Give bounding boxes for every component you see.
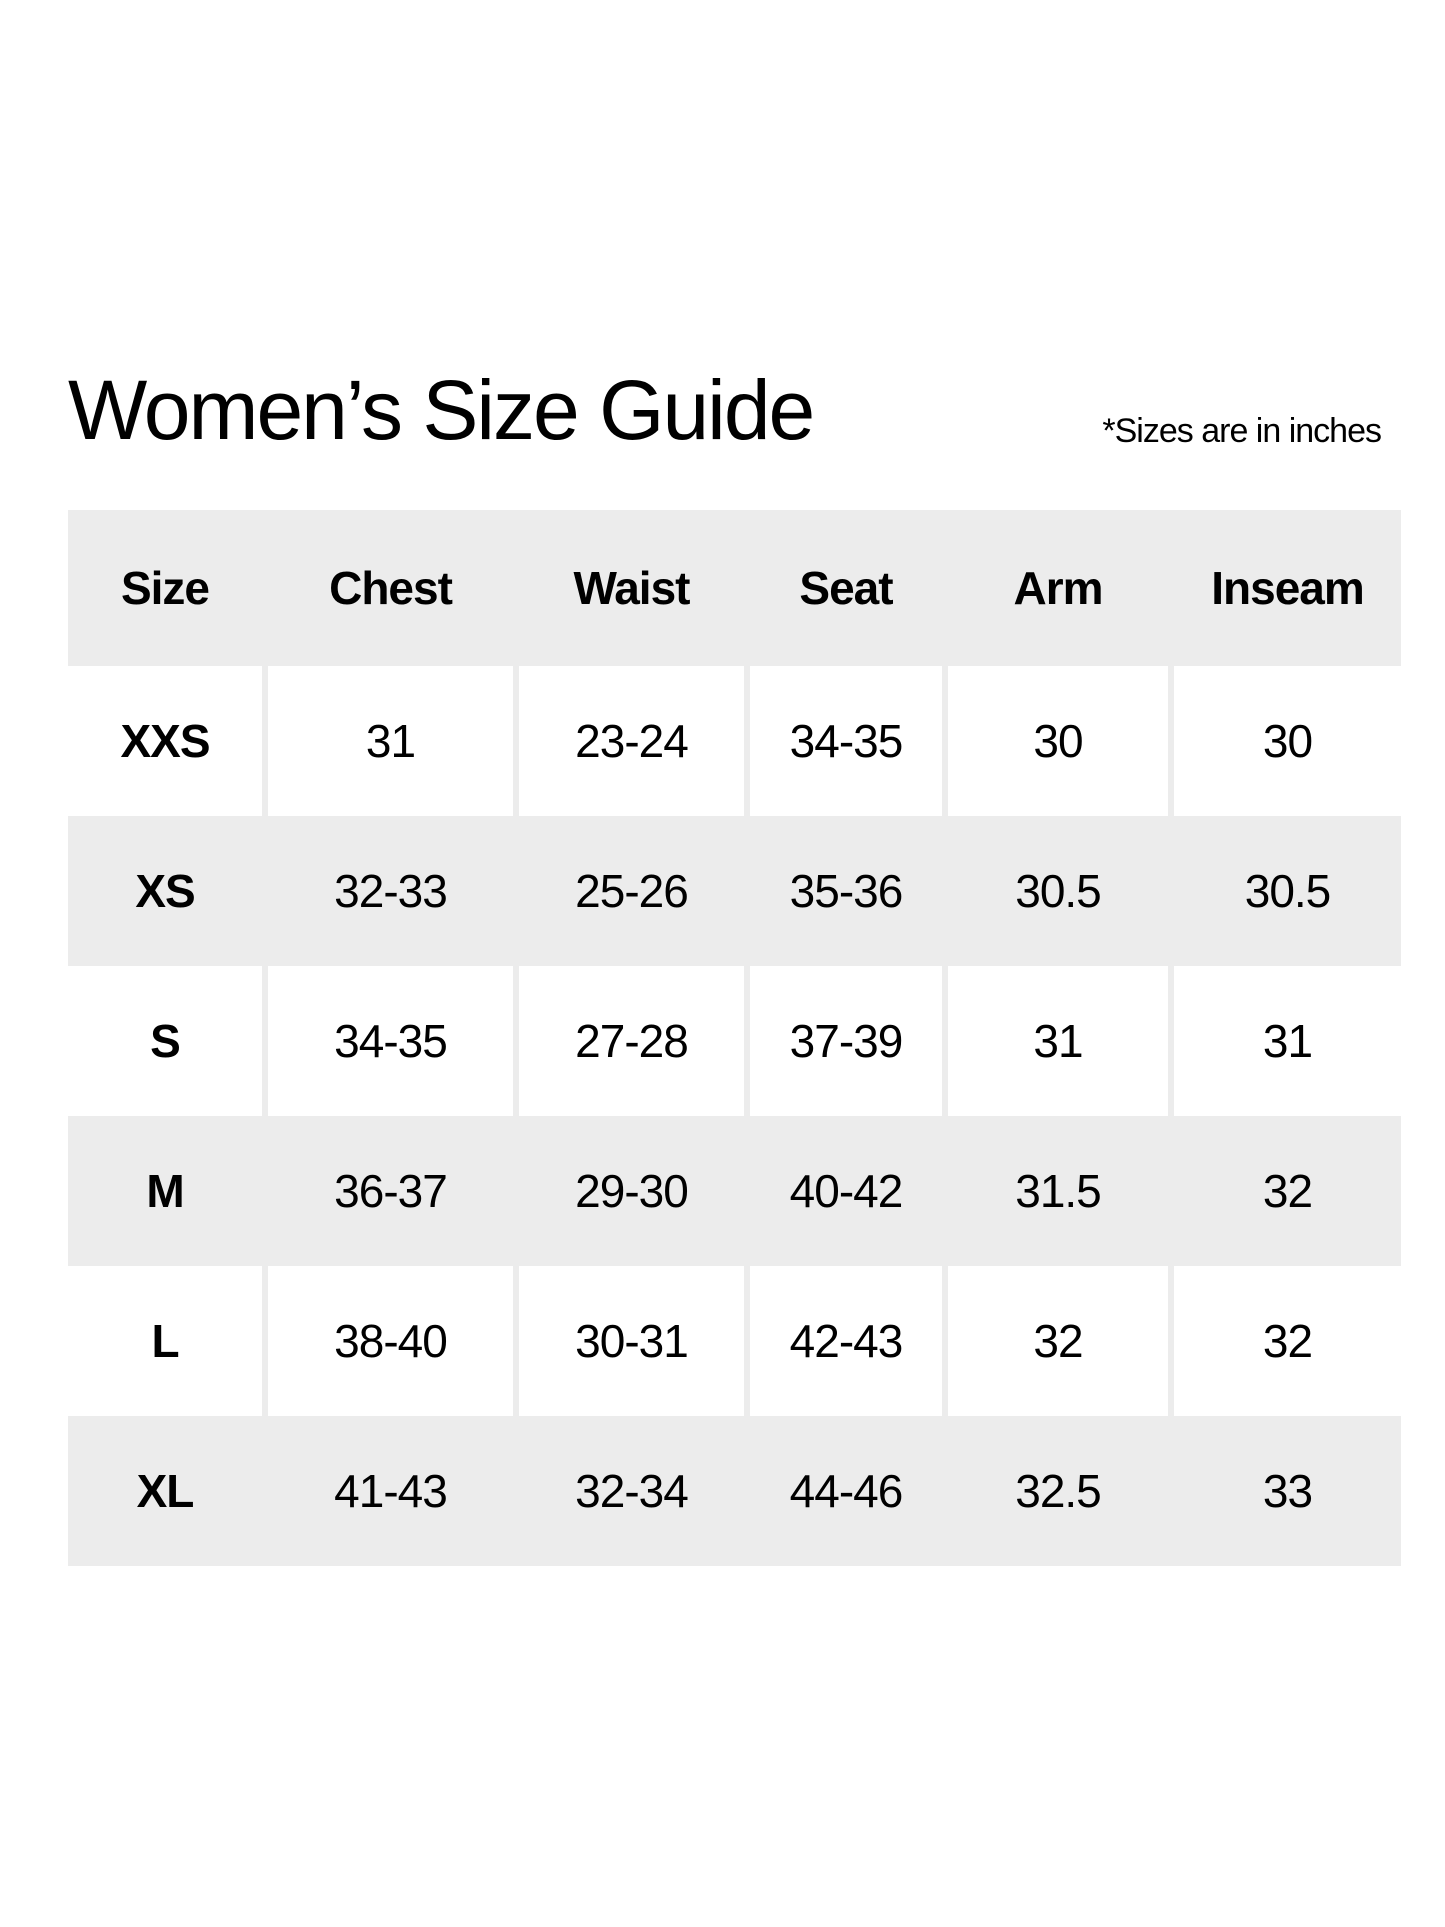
table-row: S 34-35 27-28 37-39 31 31	[68, 966, 1401, 1116]
table-cell: 44-46	[750, 1416, 942, 1566]
table-cell: 41-43	[268, 1416, 513, 1566]
table-cell: 30	[948, 666, 1168, 816]
table-cell: 30	[1174, 666, 1401, 816]
table-cell: 25-26	[519, 816, 744, 966]
table-cell: 32	[948, 1266, 1168, 1416]
table-cell: 33	[1174, 1416, 1401, 1566]
table-cell: 31.5	[948, 1116, 1168, 1266]
table-cell: 40-42	[750, 1116, 942, 1266]
table-row: XXS 31 23-24 34-35 30 30	[68, 666, 1401, 816]
table-cell: 42-43	[750, 1266, 942, 1416]
column-header: Chest	[268, 510, 513, 666]
table-cell: 30.5	[1174, 816, 1401, 966]
table-cell: 23-24	[519, 666, 744, 816]
table-row: XS 32-33 25-26 35-36 30.5 30.5	[68, 816, 1401, 966]
table-row: L 38-40 30-31 42-43 32 32	[68, 1266, 1401, 1416]
column-header: Inseam	[1174, 510, 1401, 666]
units-note: *Sizes are in inches	[1102, 412, 1382, 450]
table-cell: 31	[948, 966, 1168, 1116]
column-header: Seat	[750, 510, 942, 666]
table-row: XL 41-43 32-34 44-46 32.5 33	[68, 1416, 1401, 1566]
table-row: M 36-37 29-30 40-42 31.5 32	[68, 1116, 1401, 1266]
size-label: XXS	[68, 666, 262, 816]
size-label: XS	[68, 816, 262, 966]
table-cell: 31	[1174, 966, 1401, 1116]
table-cell: 36-37	[268, 1116, 513, 1266]
size-label: XL	[68, 1416, 262, 1566]
page-title: Women’s Size Guide	[68, 363, 815, 457]
column-header: Arm	[948, 510, 1168, 666]
table-header-row: Size Chest Waist Seat Arm Inseam	[68, 510, 1401, 666]
table-cell: 37-39	[750, 966, 942, 1116]
table-cell: 30.5	[948, 816, 1168, 966]
table-cell: 34-35	[750, 666, 942, 816]
table-cell: 30-31	[519, 1266, 744, 1416]
table-cell: 32	[1174, 1116, 1401, 1266]
table-cell: 38-40	[268, 1266, 513, 1416]
table-cell: 31	[268, 666, 513, 816]
column-header: Waist	[519, 510, 744, 666]
column-header: Size	[68, 510, 262, 666]
table-cell: 35-36	[750, 816, 942, 966]
size-label: S	[68, 966, 262, 1116]
size-label: L	[68, 1266, 262, 1416]
table-cell: 32-33	[268, 816, 513, 966]
table-cell: 27-28	[519, 966, 744, 1116]
table-cell: 29-30	[519, 1116, 744, 1266]
size-label: M	[68, 1116, 262, 1266]
table-cell: 34-35	[268, 966, 513, 1116]
size-table: Size Chest Waist Seat Arm Inseam XXS 31 23…	[68, 510, 1401, 1566]
table-cell: 32	[1174, 1266, 1401, 1416]
table-cell: 32.5	[948, 1416, 1168, 1566]
table-cell: 32-34	[519, 1416, 744, 1566]
